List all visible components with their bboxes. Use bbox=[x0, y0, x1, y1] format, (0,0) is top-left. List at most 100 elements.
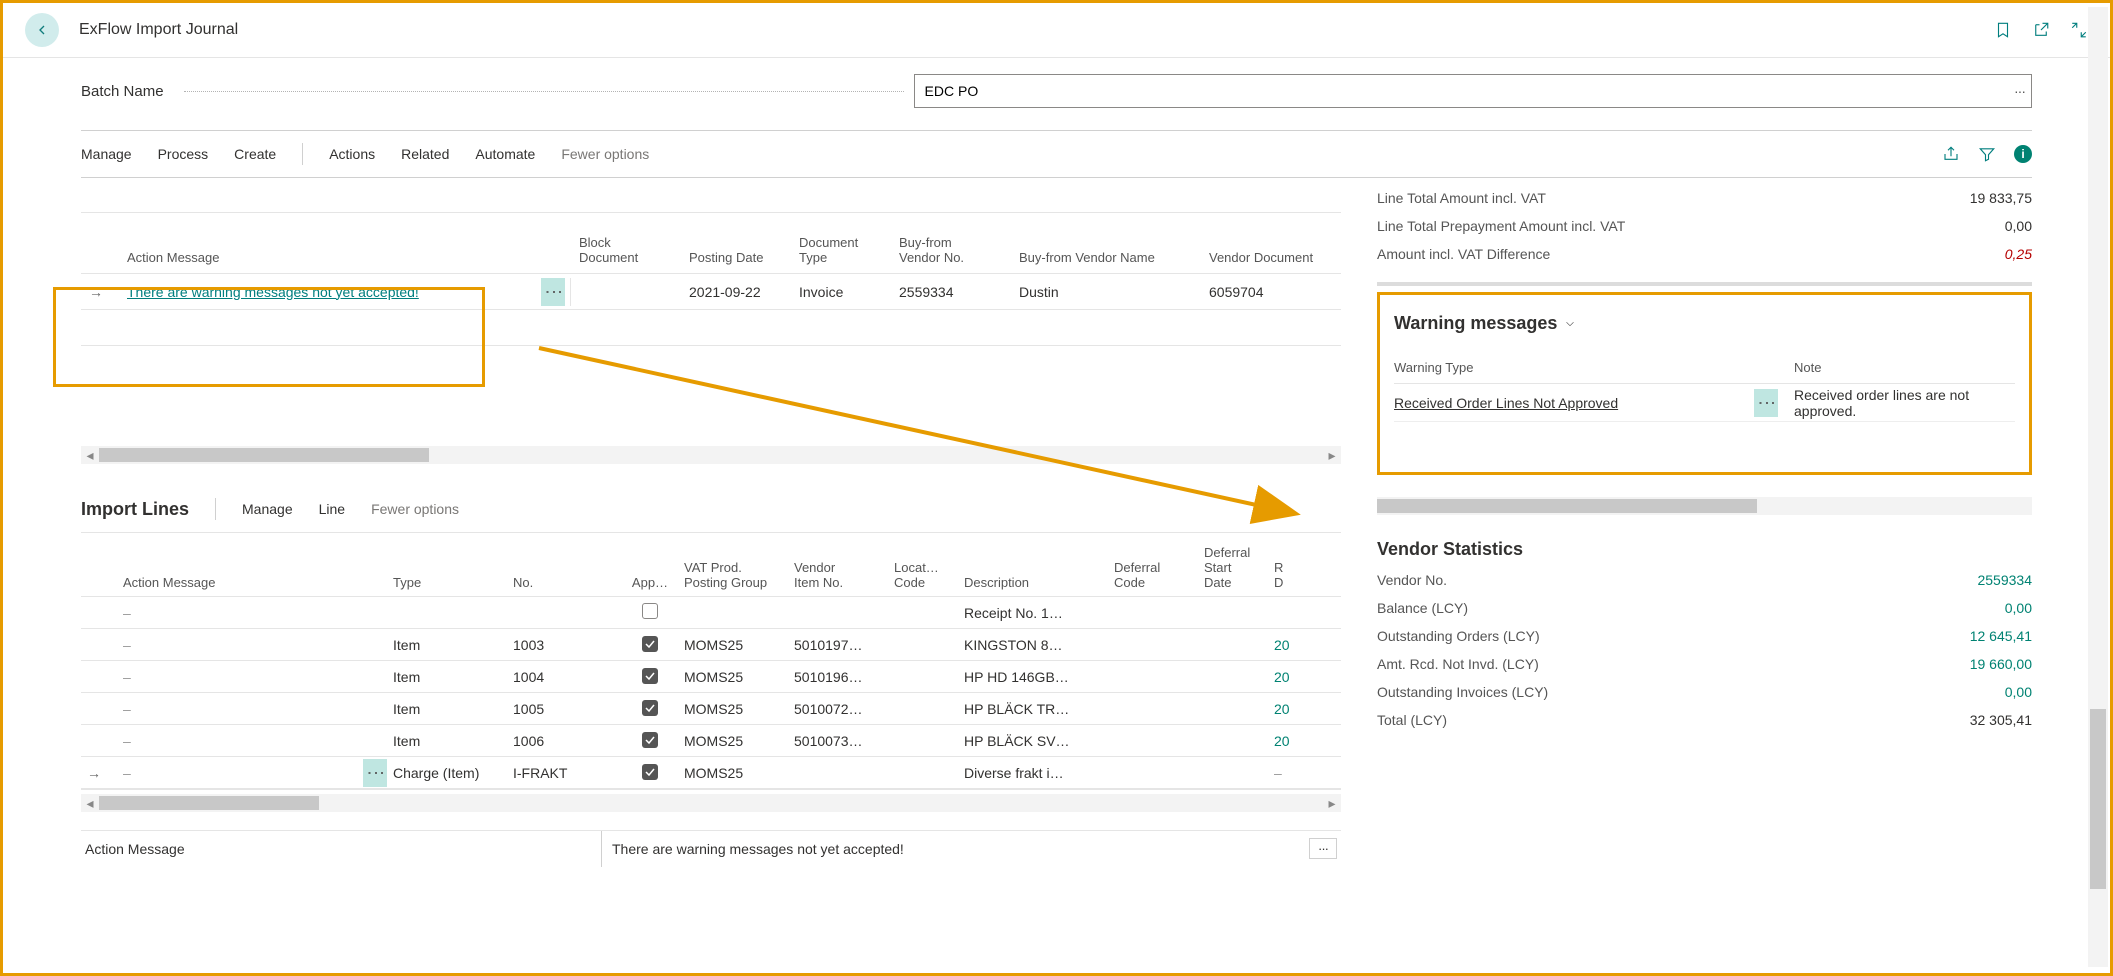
col-posting-date[interactable]: Posting Date bbox=[681, 250, 791, 265]
import-action-line[interactable]: Line bbox=[319, 501, 345, 517]
vendor-stat-row: Vendor No.2559334 bbox=[1377, 566, 2032, 594]
import-line-row[interactable]: –Item1006MOMS255010073…HP BLÄCK SV…20 bbox=[81, 725, 1341, 757]
status-ellipsis-button[interactable]: ··· bbox=[1309, 838, 1337, 859]
action-process[interactable]: Process bbox=[158, 146, 209, 162]
col-vendor-document[interactable]: Vendor Document bbox=[1201, 250, 1331, 265]
summary-prepay-label: Line Total Prepayment Amount incl. VAT bbox=[1377, 218, 1625, 234]
cell-row-menu[interactable]: ⋮ bbox=[357, 759, 387, 787]
vendor-stat-row: Outstanding Orders (LCY) 12 645,41 bbox=[1377, 622, 2032, 650]
action-manage[interactable]: Manage bbox=[81, 146, 132, 162]
cell-app-checkbox[interactable] bbox=[622, 732, 678, 749]
warning-col-note[interactable]: Note bbox=[1794, 360, 1821, 375]
bookmark-icon[interactable] bbox=[1994, 21, 2012, 39]
warning-row[interactable]: Received Order Lines Not Approved ⋮ Rece… bbox=[1394, 384, 2015, 422]
icol-deferral-start[interactable]: DeferralStartDate bbox=[1198, 545, 1268, 590]
vendor-stat-value[interactable]: 2559334 bbox=[1977, 572, 2032, 588]
warning-messages-panel: Warning messages Warning Type Note Recei… bbox=[1377, 292, 2032, 475]
import-line-row[interactable]: –Item1003MOMS255010197…KINGSTON 8…20 bbox=[81, 629, 1341, 661]
import-line-row[interactable]: –Receipt No. 1… bbox=[81, 597, 1341, 629]
action-create[interactable]: Create bbox=[234, 146, 276, 162]
warning-messages-title[interactable]: Warning messages bbox=[1394, 313, 2015, 334]
cell-r: 20 bbox=[1268, 669, 1298, 685]
col-document-type[interactable]: DocumentType bbox=[791, 235, 891, 265]
cell-description: HP BLÄCK TR… bbox=[958, 701, 1108, 717]
vendor-stat-value[interactable]: 19 660,00 bbox=[1970, 656, 2032, 672]
summary-line-total-label: Line Total Amount incl. VAT bbox=[1377, 190, 1546, 206]
import-line-row[interactable]: →–⋮Charge (Item)I-FRAKTMOMS25Diverse fra… bbox=[81, 757, 1341, 789]
cell-app-checkbox[interactable] bbox=[622, 700, 678, 717]
import-action-manage[interactable]: Manage bbox=[242, 501, 293, 517]
collapse-icon[interactable] bbox=[2070, 21, 2088, 39]
vendor-stat-label: Amt. Rcd. Not Invd. (LCY) bbox=[1377, 656, 1539, 672]
cell-app-checkbox[interactable] bbox=[622, 668, 678, 685]
cell-vendor-item: 5010073… bbox=[788, 733, 888, 749]
import-line-row[interactable]: –Item1004MOMS255010196…HP HD 146GB…20 bbox=[81, 661, 1341, 693]
col-block-document[interactable]: BlockDocument bbox=[571, 235, 681, 265]
cell-app-checkbox[interactable] bbox=[622, 636, 678, 653]
warning-row-menu[interactable]: ⋮ bbox=[1754, 389, 1778, 417]
icol-type[interactable]: Type bbox=[387, 575, 507, 590]
cell-action-message: – bbox=[117, 669, 357, 685]
icol-description[interactable]: Description bbox=[958, 575, 1108, 590]
summary-prepay-value: 0,00 bbox=[2005, 218, 2032, 234]
info-icon[interactable]: i bbox=[2014, 145, 2032, 163]
warning-col-type[interactable]: Warning Type bbox=[1394, 360, 1754, 375]
col-vendor-no[interactable]: Buy-fromVendor No. bbox=[891, 235, 1011, 265]
import-lines-title: Import Lines bbox=[81, 499, 189, 520]
icol-deferral-code[interactable]: DeferralCode bbox=[1108, 560, 1198, 590]
batch-name-input[interactable] bbox=[925, 83, 2021, 99]
import-action-fewer[interactable]: Fewer options bbox=[371, 501, 459, 517]
page-vscroll[interactable] bbox=[2088, 7, 2108, 967]
vendor-stat-value[interactable]: 12 645,41 bbox=[1970, 628, 2032, 644]
cell-app-checkbox[interactable] bbox=[622, 603, 678, 622]
cell-app-checkbox[interactable] bbox=[622, 764, 678, 781]
main-grid-hscroll[interactable]: ◂ ▸ bbox=[81, 446, 1341, 464]
warning-type-link[interactable]: Received Order Lines Not Approved bbox=[1394, 395, 1754, 411]
vendor-stat-value[interactable]: 0,00 bbox=[2005, 600, 2032, 616]
cell-no: 1006 bbox=[507, 733, 622, 749]
icol-location[interactable]: Locat…Code bbox=[888, 560, 958, 590]
icol-vendor-item[interactable]: VendorItem No. bbox=[788, 560, 888, 590]
summary-diff-value: 0,25 bbox=[2005, 246, 2032, 262]
main-grid-row[interactable]: → There are warning messages not yet acc… bbox=[81, 274, 1341, 310]
main-grid: Action Message BlockDocument Posting Dat… bbox=[81, 212, 1341, 346]
vendor-stat-label: Total (LCY) bbox=[1377, 712, 1447, 728]
action-related[interactable]: Related bbox=[401, 146, 449, 162]
cell-vendor-document: 6059704 bbox=[1201, 284, 1331, 300]
icol-r[interactable]: RD bbox=[1268, 560, 1298, 590]
action-actions[interactable]: Actions bbox=[329, 146, 375, 162]
action-message-link[interactable]: There are warning messages not yet accep… bbox=[127, 284, 419, 300]
icol-action-message[interactable]: Action Message bbox=[117, 575, 357, 590]
main-grid-row-empty bbox=[81, 310, 1341, 346]
vendor-stat-value[interactable]: 0,00 bbox=[2005, 684, 2032, 700]
status-value: There are warning messages not yet accep… bbox=[602, 841, 1309, 857]
vendor-stat-row: Balance (LCY)0,00 bbox=[1377, 594, 2032, 622]
open-new-icon[interactable] bbox=[2032, 21, 2050, 39]
separator bbox=[215, 498, 216, 520]
cell-action-message: – bbox=[117, 765, 357, 781]
action-fewer-options[interactable]: Fewer options bbox=[561, 146, 649, 162]
icol-no[interactable]: No. bbox=[507, 575, 622, 590]
batch-name-row: Batch Name ··· bbox=[3, 58, 2110, 126]
back-button[interactable] bbox=[25, 13, 59, 47]
import-lines-hscroll[interactable]: ◂ ▸ bbox=[81, 794, 1341, 812]
cell-vat-group: MOMS25 bbox=[678, 733, 788, 749]
icol-vat[interactable]: VAT Prod.Posting Group bbox=[678, 560, 788, 590]
cell-vendor-item: 5010196… bbox=[788, 669, 888, 685]
cell-r: 20 bbox=[1268, 733, 1298, 749]
right-hscroll[interactable] bbox=[1377, 497, 2032, 515]
cell-r: 20 bbox=[1268, 701, 1298, 717]
vendor-stat-label: Outstanding Orders (LCY) bbox=[1377, 628, 1540, 644]
share-icon[interactable] bbox=[1942, 145, 1960, 163]
vendor-statistics-title: Vendor Statistics bbox=[1377, 539, 2032, 560]
batch-name-input-wrap[interactable]: ··· bbox=[914, 74, 2032, 108]
icol-app[interactable]: App… bbox=[622, 575, 678, 590]
batch-lookup-button[interactable]: ··· bbox=[2014, 83, 2025, 99]
warning-note: Received order lines are not approved. bbox=[1794, 387, 2015, 419]
col-action-message[interactable]: Action Message bbox=[81, 250, 541, 265]
action-automate[interactable]: Automate bbox=[475, 146, 535, 162]
import-line-row[interactable]: –Item1005MOMS255010072…HP BLÄCK TR…20 bbox=[81, 693, 1341, 725]
filter-icon[interactable] bbox=[1978, 145, 1996, 163]
col-vendor-name[interactable]: Buy-from Vendor Name bbox=[1011, 250, 1201, 265]
row-menu-button[interactable]: ⋮ bbox=[541, 278, 565, 306]
